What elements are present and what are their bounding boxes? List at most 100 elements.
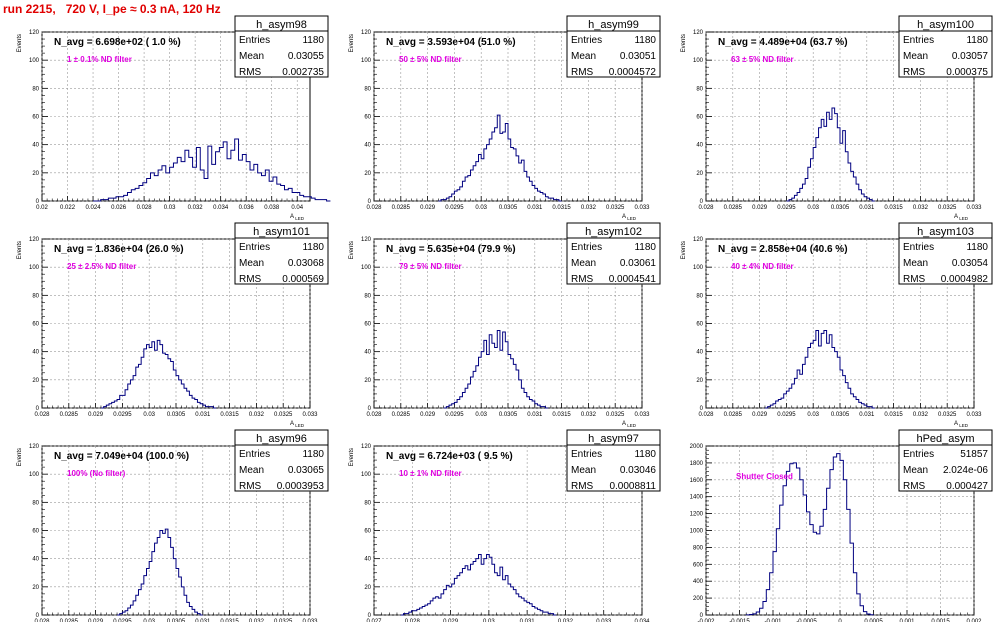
histogram-step-line bbox=[100, 339, 217, 409]
stats-key: Mean bbox=[571, 258, 596, 269]
y-tick-label: 60 bbox=[364, 115, 371, 121]
stats-value: 1180 bbox=[966, 35, 988, 46]
x-tick-label: 0.032 bbox=[249, 619, 265, 622]
y-tick-label: 40 bbox=[364, 350, 371, 356]
x-tick-label: 0.0015 bbox=[931, 619, 950, 622]
stats-value: 1180 bbox=[966, 242, 988, 253]
x-tick-label: 0.029 bbox=[420, 412, 436, 418]
stats-value: 51857 bbox=[960, 449, 988, 460]
x-tick-label: 0.033 bbox=[634, 205, 650, 211]
stats-value: 1180 bbox=[302, 449, 324, 460]
stats-value: 0.03068 bbox=[288, 258, 325, 269]
filter-label: 100% (No filter) bbox=[67, 469, 126, 478]
stats-key: Entries bbox=[903, 449, 934, 460]
x-tick-label: 0.0305 bbox=[831, 412, 850, 418]
y-tick-label: 20 bbox=[364, 378, 371, 384]
y-tick-label: 600 bbox=[693, 562, 704, 568]
y-tick-label: 800 bbox=[693, 545, 704, 551]
x-tick-label: 0.033 bbox=[966, 412, 982, 418]
x-tick-label: 0.02 bbox=[36, 205, 48, 211]
x-tick-label: 0.0325 bbox=[274, 619, 293, 622]
histogram-name: h_asym97 bbox=[588, 433, 639, 445]
x-tick-label: 0.029 bbox=[420, 205, 436, 211]
y-tick-label: 80 bbox=[32, 86, 39, 92]
y-tick-label: 40 bbox=[364, 557, 371, 563]
stats-key: RMS bbox=[571, 274, 594, 285]
x-tick-label: 0.0315 bbox=[220, 412, 239, 418]
histogram-panel-h_asym96: 0.028 0.0285 0.029 0.0295 0.03 0.0305 0.031 0.0… bbox=[17, 429, 329, 622]
histogram-panel-h_asym99: 0.028 0.0285 0.029 0.0295 0.03 0.0305 0.031 0.0… bbox=[349, 15, 661, 221]
x-tick-label: 0.029 bbox=[752, 412, 768, 418]
x-tick-label: 0.032 bbox=[558, 619, 574, 622]
x-tick-label: 0.03 bbox=[807, 412, 819, 418]
y-tick-label: 0 bbox=[700, 613, 704, 619]
filter-label: 63 ± 5% ND filter bbox=[731, 55, 794, 64]
y-tick-label: 0 bbox=[700, 199, 704, 205]
x-tick-label: 0.031 bbox=[859, 412, 875, 418]
y-tick-label: 80 bbox=[696, 293, 703, 299]
x-tick-label: 0.0325 bbox=[606, 205, 625, 211]
y-tick-label: 60 bbox=[32, 115, 39, 121]
histogram-panel-h_asym102: 0.028 0.0285 0.029 0.0295 0.03 0.0305 0.031 0.0… bbox=[349, 222, 661, 428]
x-tick-label: 0.0285 bbox=[60, 619, 79, 622]
y-axis-title: Events bbox=[349, 448, 355, 466]
stats-value: 0.03046 bbox=[620, 465, 657, 476]
x-tick-label: 0.034 bbox=[634, 619, 650, 622]
stats-key: Mean bbox=[239, 51, 264, 62]
stats-box bbox=[566, 429, 661, 492]
histogram-panel-hPed_asym: -0.002 -0.0015 -0.001 -0.0005 0 0.0005 0.001 0.… bbox=[690, 429, 993, 622]
x-tick-label: 0 bbox=[838, 619, 842, 622]
stats-value: 1180 bbox=[302, 242, 324, 253]
stats-value: 0.03055 bbox=[288, 51, 325, 62]
stats-key: Entries bbox=[571, 35, 602, 46]
x-tick-label: 0.028 bbox=[405, 619, 421, 622]
x-tick-label: 0.024 bbox=[86, 205, 102, 211]
y-tick-label: 100 bbox=[693, 265, 704, 271]
stats-value: 0.03057 bbox=[952, 51, 989, 62]
stats-value: 0.03054 bbox=[952, 258, 989, 269]
histogram-step-line bbox=[443, 330, 549, 409]
stats-value: 0.03061 bbox=[620, 258, 657, 269]
x-tick-label: 0.034 bbox=[213, 205, 229, 211]
x-tick-label: 0.0295 bbox=[113, 412, 132, 418]
x-tick-label: 0.0295 bbox=[777, 412, 796, 418]
y-tick-label: 40 bbox=[32, 350, 39, 356]
y-tick-label: 20 bbox=[364, 585, 371, 591]
y-tick-label: 120 bbox=[29, 30, 40, 36]
stats-key: RMS bbox=[903, 67, 926, 78]
x-tick-label: 0.0305 bbox=[499, 412, 518, 418]
stats-key: RMS bbox=[239, 274, 262, 285]
y-tick-label: 100 bbox=[29, 265, 40, 271]
y-tick-label: 60 bbox=[696, 115, 703, 121]
x-tick-label: -0.001 bbox=[764, 619, 782, 622]
x-tick-label: 0.029 bbox=[752, 205, 768, 211]
x-tick-label: 0.04 bbox=[291, 205, 303, 211]
stats-value: 1180 bbox=[634, 449, 656, 460]
stats-box bbox=[566, 15, 661, 78]
y-tick-label: 1600 bbox=[690, 478, 704, 484]
y-tick-label: 40 bbox=[696, 143, 703, 149]
stats-key: Entries bbox=[239, 35, 270, 46]
y-tick-label: 0 bbox=[368, 613, 372, 619]
x-tick-label: 0.029 bbox=[443, 619, 459, 622]
stats-value: 0.000375 bbox=[946, 67, 988, 78]
navg-label: N_avg = 6.724e+03 ( 9.5 %) bbox=[386, 451, 513, 462]
y-tick-label: 40 bbox=[32, 557, 39, 563]
y-tick-label: 60 bbox=[364, 529, 371, 535]
histogram-name: h_asym96 bbox=[256, 433, 307, 445]
navg-label: N_avg = 6.698e+02 ( 1.0 %) bbox=[54, 37, 181, 48]
x-tick-label: 0.0285 bbox=[392, 205, 411, 211]
x-tick-label: 0.031 bbox=[195, 412, 211, 418]
y-tick-label: 100 bbox=[361, 472, 372, 478]
x-tick-label: 0.0285 bbox=[724, 412, 743, 418]
x-tick-label: 0.028 bbox=[698, 412, 714, 418]
stats-box bbox=[234, 222, 329, 285]
stats-value: 0.000427 bbox=[946, 481, 988, 492]
histogram-step-line bbox=[786, 107, 875, 202]
y-tick-label: 1200 bbox=[690, 512, 704, 518]
y-tick-label: 100 bbox=[29, 472, 40, 478]
x-axis-title: A LED bbox=[290, 421, 305, 428]
y-tick-label: 0 bbox=[36, 406, 40, 412]
x-axis-title: A LED bbox=[954, 214, 969, 221]
navg-label: N_avg = 3.593e+04 (51.0 %) bbox=[386, 37, 516, 48]
